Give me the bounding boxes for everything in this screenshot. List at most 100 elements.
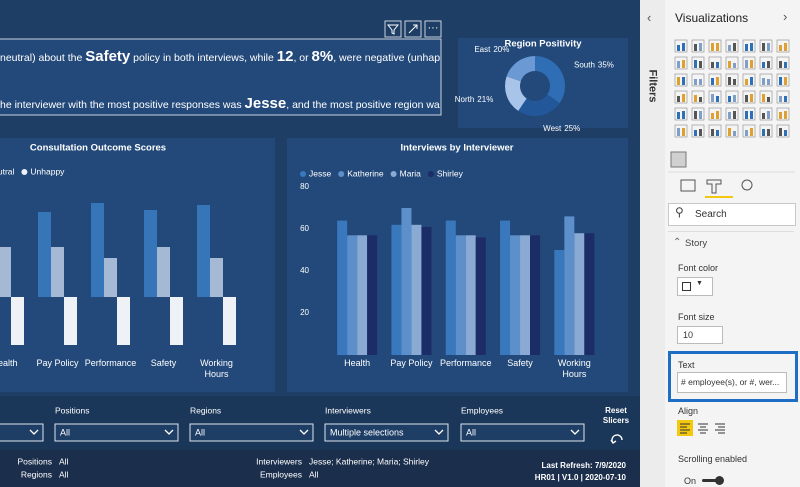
visual-type-icon[interactable] xyxy=(708,107,722,121)
icon-glyph xyxy=(711,113,714,119)
filter-button[interactable] xyxy=(384,20,402,38)
footer-value: All xyxy=(59,456,69,466)
visual-type-icon[interactable] xyxy=(742,107,756,121)
bar xyxy=(223,297,236,345)
slicer-dropdown[interactable] xyxy=(324,423,449,442)
icon-glyph xyxy=(745,79,748,85)
visual-type-icon[interactable] xyxy=(776,107,790,121)
section-header[interactable]: Story xyxy=(685,238,708,249)
visual-type-icon[interactable] xyxy=(708,56,722,70)
visual-type-icon[interactable] xyxy=(674,90,688,104)
search-placeholder[interactable]: Search xyxy=(695,209,727,220)
visual-type-icon[interactable] xyxy=(691,73,705,87)
visual-type-icon[interactable] xyxy=(674,56,688,70)
slicer-dropdown[interactable] xyxy=(189,423,314,442)
visual-type-icon[interactable] xyxy=(708,90,722,104)
visual-type-icon[interactable] xyxy=(725,124,739,138)
bar xyxy=(347,235,358,355)
filters-pane[interactable]: ‹ Filters xyxy=(640,0,666,487)
reset-button[interactable]: Reset Slicers xyxy=(602,406,630,425)
more-button[interactable] xyxy=(424,20,442,38)
visual-type-icon[interactable] xyxy=(759,124,773,138)
font-size-value[interactable]: 10 xyxy=(683,330,694,340)
bar xyxy=(210,258,223,297)
selected-visual[interactable] xyxy=(670,151,687,168)
icon-glyph xyxy=(767,111,770,119)
visual-type-icon[interactable] xyxy=(725,90,739,104)
visual-type-icon[interactable] xyxy=(725,39,739,53)
analytics-tab[interactable] xyxy=(741,179,753,191)
narrative-box[interactable] xyxy=(0,38,442,116)
slicer-dropdown[interactable] xyxy=(0,423,44,442)
visual-type-icon[interactable] xyxy=(708,39,722,53)
chevron[interactable]: ⌃ xyxy=(673,237,682,248)
x-tick-label-frame: Performance xyxy=(440,358,492,368)
bar xyxy=(117,297,130,345)
visual-type-icon[interactable] xyxy=(776,56,790,70)
visual-type-icon[interactable] xyxy=(776,39,790,53)
icon-glyph xyxy=(728,77,731,85)
bar xyxy=(564,216,575,355)
icon-glyph xyxy=(733,111,736,119)
visual-type-icon[interactable] xyxy=(742,73,756,87)
search-box[interactable] xyxy=(668,203,796,226)
visual-type-icon[interactable] xyxy=(674,39,688,53)
visual-type-icon[interactable] xyxy=(708,73,722,87)
visual-type-icon[interactable] xyxy=(708,124,722,138)
align-right-icon[interactable] xyxy=(715,423,725,434)
bar xyxy=(51,247,64,297)
visual-type-icon[interactable] xyxy=(776,73,790,87)
visual-type-icon[interactable] xyxy=(725,56,739,70)
visual-type-icon[interactable] xyxy=(691,124,705,138)
visual-type-icon[interactable] xyxy=(759,90,773,104)
visual-type-icon[interactable] xyxy=(725,107,739,121)
fields-tab[interactable] xyxy=(680,179,696,192)
visual-type-icon[interactable] xyxy=(759,73,773,87)
visual-type-icon[interactable] xyxy=(691,39,705,53)
visual-type-icon[interactable] xyxy=(674,107,688,121)
align-left-button[interactable] xyxy=(677,420,693,436)
icon-glyph xyxy=(767,79,770,85)
pie-label: West 25% xyxy=(543,124,580,133)
toggle-knob[interactable] xyxy=(715,476,724,485)
text-value[interactable]: # employee(s), or #, wer... xyxy=(681,377,780,387)
slicer-dropdown[interactable] xyxy=(460,423,585,442)
visual-type-icon[interactable] xyxy=(776,124,790,138)
visual-type-icon[interactable] xyxy=(742,124,756,138)
visual-type-icon[interactable] xyxy=(674,73,688,87)
legend-marker xyxy=(390,171,397,177)
footer-label: Interviewers xyxy=(256,456,302,466)
format-tab[interactable] xyxy=(706,179,722,194)
visual-type-icon[interactable] xyxy=(776,90,790,104)
icon-glyph xyxy=(728,128,731,136)
bar xyxy=(421,226,432,355)
y-tick-label: 40 xyxy=(300,266,309,275)
visual-type-icon[interactable] xyxy=(759,56,773,70)
visual-type-icon[interactable] xyxy=(742,90,756,104)
filters-label[interactable]: Filters xyxy=(646,69,659,103)
collapse-icon[interactable]: ‹ xyxy=(647,10,652,25)
visual-type-icon[interactable] xyxy=(742,56,756,70)
toggle-track[interactable] xyxy=(702,479,722,482)
visual-type-icon[interactable] xyxy=(691,90,705,104)
visual-type-icon[interactable] xyxy=(759,107,773,121)
visual-type-icon[interactable] xyxy=(691,56,705,70)
x-tick-label: Working Hours xyxy=(557,358,591,379)
font-size-input[interactable] xyxy=(677,326,723,344)
slicer-dropdown[interactable] xyxy=(54,423,179,442)
dropdown-chevron xyxy=(570,429,580,435)
visual-type-icon[interactable] xyxy=(742,39,756,53)
text-input[interactable] xyxy=(677,372,787,393)
visual-type-icon[interactable] xyxy=(759,39,773,53)
visual-type-icon[interactable] xyxy=(725,73,739,87)
bar xyxy=(520,235,531,355)
font-color-picker[interactable] xyxy=(677,277,713,296)
visual-type-icon[interactable] xyxy=(674,124,688,138)
narrative-frame: neutral) about the Safety policy in both… xyxy=(0,48,440,112)
icon-glyph xyxy=(699,111,702,119)
align-buttons[interactable] xyxy=(677,420,737,436)
visual-type-icon[interactable] xyxy=(691,107,705,121)
expand-icon[interactable]: › xyxy=(783,9,788,24)
align-center-icon[interactable] xyxy=(698,423,708,434)
icon-glyph xyxy=(699,43,702,51)
